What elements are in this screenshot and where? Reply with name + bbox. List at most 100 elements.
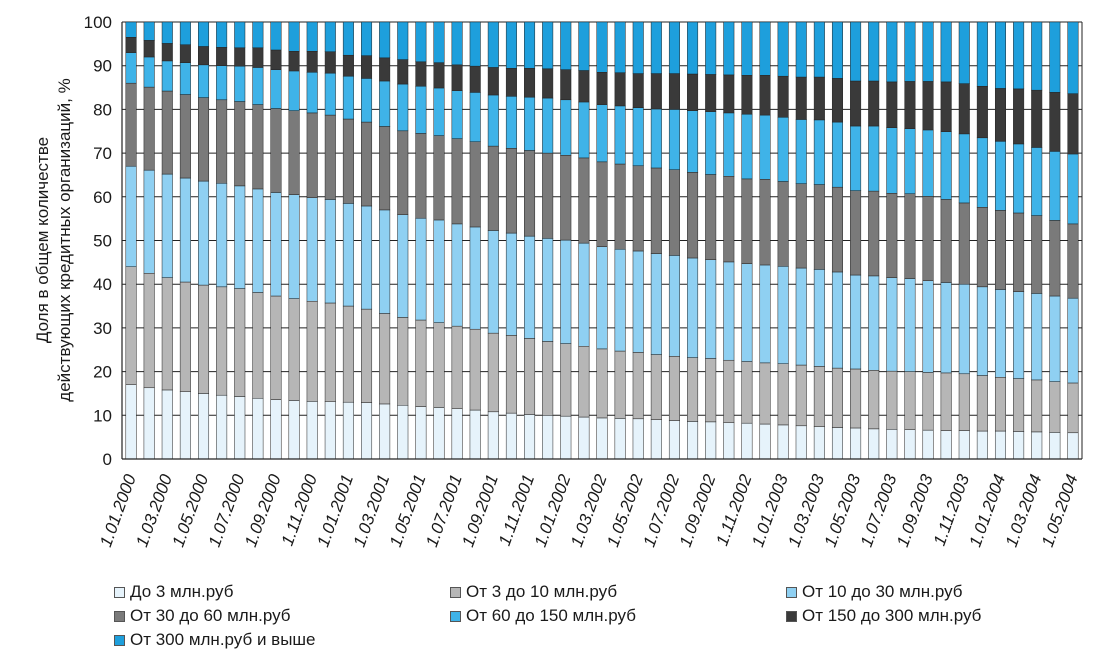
bar-segment	[1013, 88, 1025, 145]
bar-segment	[741, 178, 753, 264]
bar-segment	[994, 88, 1006, 142]
bar-segment	[397, 405, 409, 460]
bar-segment	[487, 145, 499, 231]
bar-segment	[632, 107, 644, 167]
bar-segment	[324, 114, 336, 200]
bar-segment	[433, 21, 445, 63]
bar-segment	[777, 266, 789, 364]
y-tick-label: 40	[93, 275, 112, 294]
bar-segment	[614, 248, 626, 352]
bar-segment	[125, 384, 137, 460]
bar-segment	[560, 239, 572, 344]
bar-segment	[596, 246, 608, 350]
bar-segment	[868, 125, 880, 192]
bar-segment	[1049, 92, 1061, 152]
bar-segment	[723, 359, 735, 423]
bar-segment	[469, 409, 481, 460]
legend-item: От 300 млн.руб и выше	[114, 630, 316, 650]
bar-segment	[723, 261, 735, 361]
y-tick-label: 10	[93, 406, 112, 425]
bar-segment	[143, 56, 155, 88]
bar-segment	[831, 21, 843, 79]
bar-segment	[361, 308, 373, 403]
bar-segment	[306, 21, 318, 52]
bar-segment	[1049, 295, 1061, 382]
bar-segment	[1049, 381, 1061, 433]
bar-segment	[125, 165, 137, 267]
bar-segment	[596, 161, 608, 247]
bar-segment	[759, 179, 771, 266]
bar-segment	[687, 257, 699, 358]
bar-segment	[161, 389, 173, 460]
bar-segment	[451, 325, 463, 409]
bar-segment	[252, 21, 264, 49]
bar-segment	[994, 430, 1006, 460]
bar-segment	[668, 169, 680, 256]
bar-segment	[705, 21, 717, 75]
bar-segment	[379, 80, 391, 127]
bar-segment	[1067, 297, 1079, 384]
bar-segment	[324, 21, 336, 52]
bar-segment	[324, 199, 336, 304]
bar-segment	[342, 401, 354, 460]
legend-item: От 10 до 30 млн.руб	[786, 582, 963, 602]
bar-segment	[777, 424, 789, 460]
bar-segment	[904, 21, 916, 82]
bar-segment	[886, 21, 898, 83]
bar-segment	[922, 81, 934, 131]
bar-segment	[759, 264, 771, 364]
bar-segment	[668, 255, 680, 357]
bar-segment	[578, 101, 590, 159]
bar-segment	[324, 401, 336, 460]
bar-segment	[1013, 143, 1025, 214]
bar-segment	[542, 97, 554, 154]
bar-segment	[741, 113, 753, 180]
bar-segment	[487, 230, 499, 334]
bar-segment	[994, 289, 1006, 378]
bar-segment	[813, 269, 825, 367]
x-tick-label: 1.11.2001	[495, 472, 538, 548]
bar-segment	[252, 47, 264, 68]
legend-item: От 30 до 60 млн.руб	[114, 606, 291, 626]
bar-segment	[741, 361, 753, 424]
bar-segment	[777, 21, 789, 77]
axes	[121, 22, 1083, 460]
legend-swatch	[786, 586, 797, 598]
bar-segment	[940, 372, 952, 431]
bar-segment	[632, 352, 644, 420]
bar-segment	[487, 94, 499, 147]
bar-segment	[361, 55, 373, 79]
bar-segment	[868, 80, 880, 127]
bar-segment	[505, 232, 517, 336]
bar-segment	[179, 44, 191, 63]
bar-segment	[143, 387, 155, 460]
bar-segment	[342, 21, 354, 56]
bar-segment	[795, 425, 807, 460]
bar-segment	[976, 207, 988, 288]
bar-segment	[505, 148, 517, 234]
bar-segment	[216, 286, 228, 396]
bar-segment	[306, 197, 318, 302]
legend-swatch	[786, 610, 797, 622]
bar-segment	[542, 21, 554, 70]
bar-segment	[795, 183, 807, 269]
bar-segment	[886, 81, 898, 129]
bar-segment	[342, 203, 354, 307]
bar-segment	[940, 282, 952, 374]
y-tick-label: 100	[84, 13, 112, 32]
bar-segment	[143, 86, 155, 171]
bar-segment	[795, 76, 807, 120]
bar-segment	[560, 99, 572, 156]
bar-segment	[524, 235, 536, 339]
bar-segment	[415, 406, 427, 460]
bar-segment	[179, 391, 191, 460]
bar-segment	[777, 117, 789, 182]
bar-segment	[940, 430, 952, 460]
bar-segment	[198, 284, 210, 394]
bar-segment	[868, 370, 880, 430]
bar-segment	[850, 21, 862, 82]
bar-segment	[958, 83, 970, 135]
bar-segment	[433, 62, 445, 89]
bar-segment	[288, 70, 300, 111]
